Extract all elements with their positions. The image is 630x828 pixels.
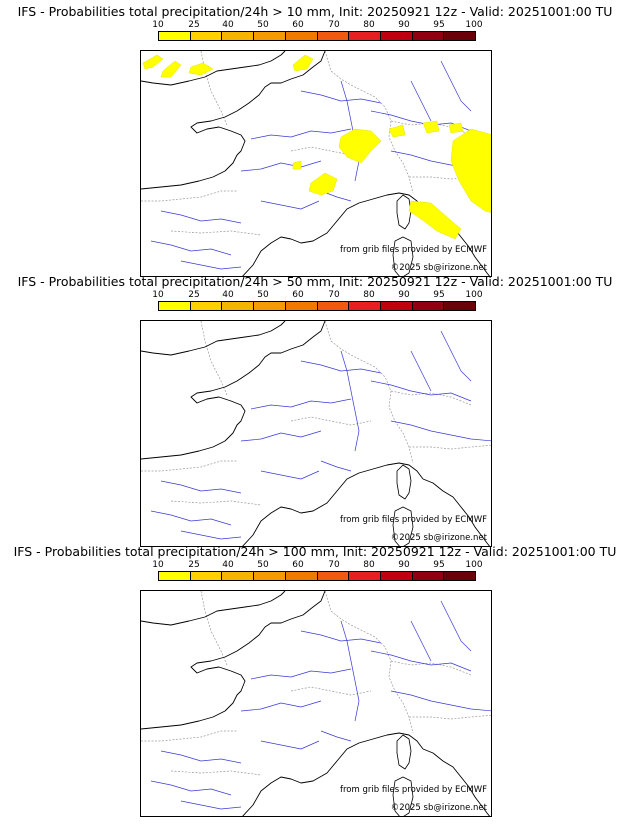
probability-map: from grib files provided by ECMWF ©2025 … <box>140 590 492 817</box>
probability-map: from grib files provided by ECMWF ©2025 … <box>140 320 492 547</box>
map-panel-100mm: IFS - Probabilities total precipitation/… <box>0 544 630 818</box>
legend-tick-label: 100 <box>465 290 483 300</box>
legend-color-segment <box>349 32 381 40</box>
legend-tick-label: 10 <box>152 560 164 570</box>
legend-tick-label: 60 <box>292 560 304 570</box>
legend-color-segment <box>444 32 476 40</box>
legend-tick-label: 100 <box>465 560 483 570</box>
credit-copyright: ©2025 sb@irizone.net <box>390 533 487 543</box>
panel-title: IFS - Probabilities total precipitation/… <box>17 274 613 289</box>
legend-tick-label: 70 <box>328 20 340 30</box>
legend-tick-label: 70 <box>328 560 340 570</box>
legend-tick-label: 95 <box>433 290 445 300</box>
legend-color-segment <box>412 32 445 40</box>
legend-tick-label: 40 <box>222 560 234 570</box>
legend-color-segment <box>349 302 381 310</box>
legend-tick-label: 95 <box>433 560 445 570</box>
legend-color-segment <box>317 32 350 40</box>
legend-tick-label: 40 <box>222 20 234 30</box>
legend-color-segment <box>285 572 318 580</box>
legend-color-segment <box>412 302 445 310</box>
legend-color-segment <box>190 572 223 580</box>
legend-color-segment <box>254 572 286 580</box>
legend-color-segment <box>317 302 350 310</box>
legend-color-segment <box>412 572 445 580</box>
panel-title: IFS - Probabilities total precipitation/… <box>17 4 613 19</box>
map-panel-50mm: IFS - Probabilities total precipitation/… <box>0 274 630 548</box>
credit-source: from grib files provided by ECMWF <box>340 515 487 525</box>
legend-colorbar <box>158 571 476 581</box>
legend-color-segment <box>380 302 413 310</box>
legend-color-segment <box>380 572 413 580</box>
legend-color-segment <box>159 32 191 40</box>
legend-ticks: 10 25 40 50 60 70 80 90 95 100 <box>152 290 482 300</box>
legend-color-segment <box>222 572 255 580</box>
legend-tick-label: 70 <box>328 290 340 300</box>
legend-color-segment <box>190 32 223 40</box>
legend-tick-label: 90 <box>398 560 410 570</box>
legend-tick-label: 90 <box>398 20 410 30</box>
legend-tick-label: 25 <box>188 20 200 30</box>
legend-color-segment <box>349 572 381 580</box>
legend-tick-label: 60 <box>292 290 304 300</box>
legend-color-segment <box>190 302 223 310</box>
legend-color-segment <box>222 32 255 40</box>
legend-tick-label: 25 <box>188 560 200 570</box>
legend-tick-label: 60 <box>292 20 304 30</box>
legend-ticks: 10 25 40 50 60 70 80 90 95 100 <box>152 20 482 30</box>
credit-copyright: ©2025 sb@irizone.net <box>390 263 487 273</box>
legend-tick-label: 10 <box>152 20 164 30</box>
legend-color-segment <box>285 32 318 40</box>
legend-color-segment <box>444 572 476 580</box>
basemap <box>141 51 491 276</box>
legend-tick-label: 10 <box>152 290 164 300</box>
probability-map: from grib files provided by ECMWF ©2025 … <box>140 50 492 277</box>
legend-tick-label: 80 <box>363 560 375 570</box>
precip-overlay <box>142 54 491 240</box>
legend-color-segment <box>380 32 413 40</box>
legend-tick-label: 25 <box>188 290 200 300</box>
legend-tick-label: 90 <box>398 290 410 300</box>
legend-color-segment <box>444 302 476 310</box>
legend-color-segment <box>317 572 350 580</box>
legend-color-segment <box>254 302 286 310</box>
credit-copyright: ©2025 sb@irizone.net <box>390 803 487 813</box>
map-panel-10mm: IFS - Probabilities total precipitation/… <box>0 4 630 278</box>
legend-color-segment <box>159 572 191 580</box>
legend-ticks: 10 25 40 50 60 70 80 90 95 100 <box>152 560 482 570</box>
legend-color-segment <box>222 302 255 310</box>
legend-color-segment <box>254 32 286 40</box>
panel-title: IFS - Probabilities total precipitation/… <box>13 544 617 559</box>
legend-tick-label: 50 <box>257 560 269 570</box>
legend-colorbar <box>158 31 476 41</box>
legend-tick-label: 50 <box>257 20 269 30</box>
basemap <box>141 321 491 546</box>
legend-tick-label: 40 <box>222 290 234 300</box>
legend-colorbar <box>158 301 476 311</box>
legend-tick-label: 80 <box>363 20 375 30</box>
legend-color-segment <box>285 302 318 310</box>
credit-source: from grib files provided by ECMWF <box>340 785 487 795</box>
legend-color-segment <box>159 302 191 310</box>
legend-tick-label: 50 <box>257 290 269 300</box>
legend-tick-label: 95 <box>433 20 445 30</box>
legend-tick-label: 80 <box>363 290 375 300</box>
basemap <box>141 591 491 816</box>
credit-source: from grib files provided by ECMWF <box>340 245 487 255</box>
legend-tick-label: 100 <box>465 20 483 30</box>
